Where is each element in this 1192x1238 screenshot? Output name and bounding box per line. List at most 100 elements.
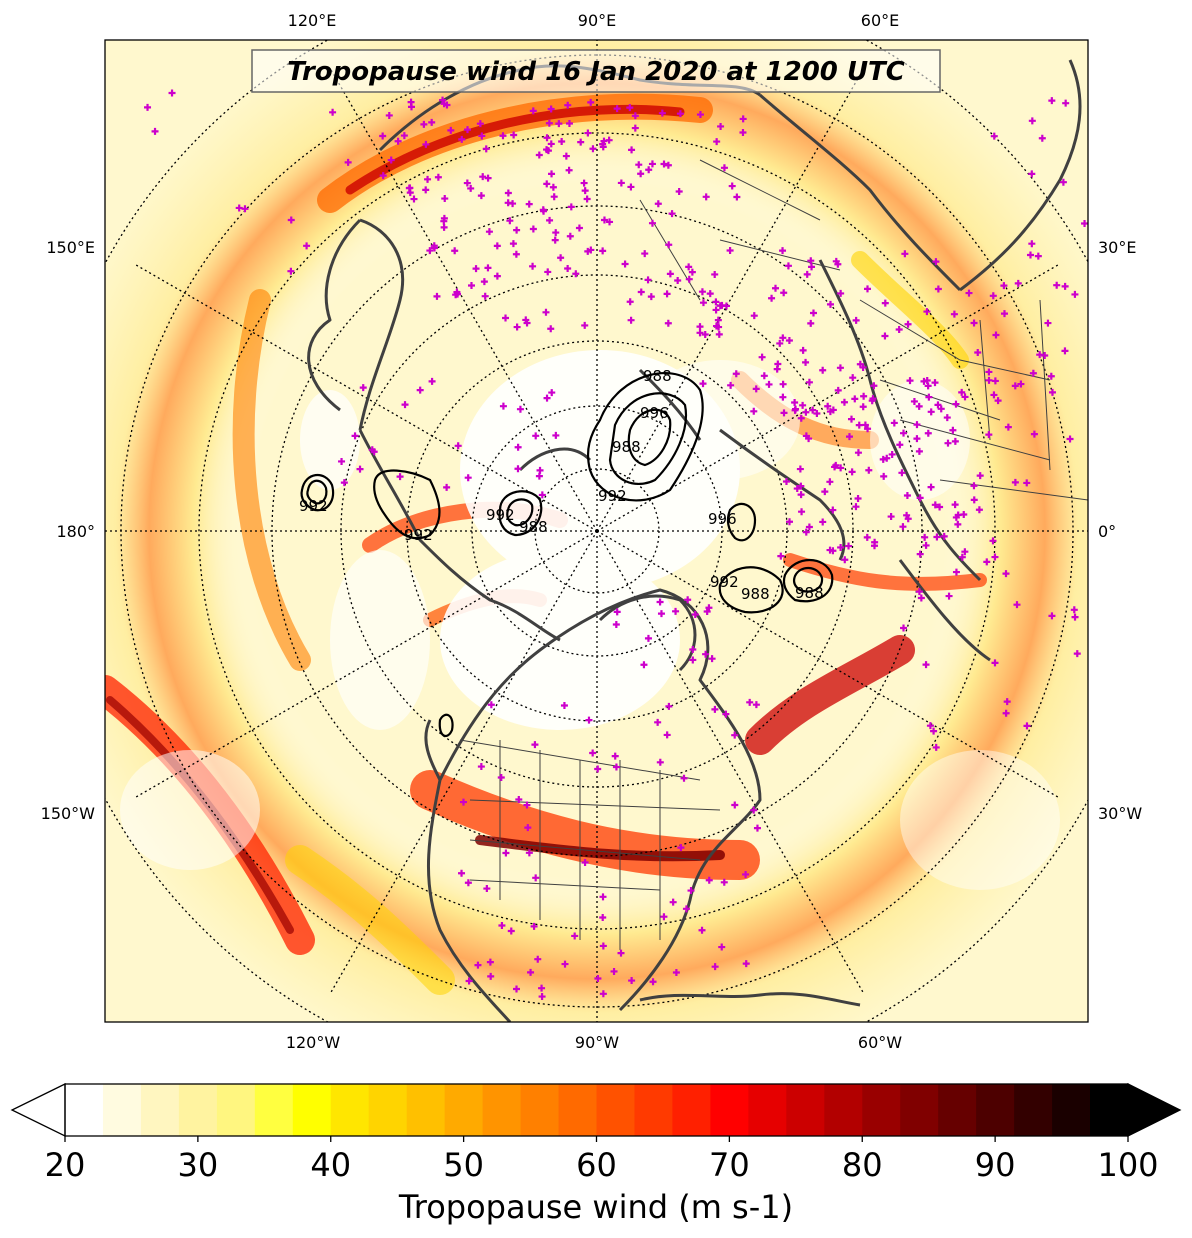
station-marker: [599, 247, 607, 255]
station-marker: [727, 381, 735, 389]
station-marker: [558, 137, 566, 145]
station-marker: [728, 182, 736, 190]
colorbar-cell: [938, 1084, 977, 1136]
station-marker: [742, 960, 750, 968]
station-marker: [780, 409, 788, 417]
station-marker: [540, 207, 548, 215]
station-marker: [530, 922, 538, 930]
station-marker: [855, 421, 863, 429]
station-marker: [854, 449, 862, 457]
station-marker: [547, 105, 555, 113]
lon-label: 120°E: [288, 11, 337, 30]
station-marker: [970, 319, 978, 327]
station-marker: [859, 363, 867, 371]
colorbar-tick-label: 20: [45, 1146, 86, 1184]
station-marker: [701, 330, 709, 338]
station-marker: [802, 358, 810, 366]
station-marker: [536, 466, 544, 474]
station-marker: [696, 323, 704, 331]
station-marker: [648, 219, 656, 227]
station-marker: [587, 246, 595, 254]
station-marker: [637, 288, 645, 296]
station-marker: [1028, 170, 1036, 178]
station-marker: [551, 236, 559, 244]
station-marker: [682, 905, 690, 913]
station-marker: [506, 217, 514, 225]
station-marker: [467, 281, 475, 289]
longitude-labels: 120°E 90°E 60°E 120°W 90°W 60°W 150°E 18…: [41, 11, 1143, 1052]
station-marker: [991, 377, 999, 385]
station-marker: [898, 469, 906, 477]
station-marker: [888, 450, 896, 458]
station-marker: [851, 395, 859, 403]
colorbar-cell: [140, 1084, 180, 1136]
station-marker: [680, 774, 688, 782]
station-marker: [739, 115, 747, 123]
station-marker: [802, 432, 810, 440]
station-marker: [396, 473, 404, 481]
station-marker: [547, 325, 555, 333]
station-marker: [613, 608, 621, 616]
station-marker: [599, 942, 607, 950]
lon-label: 60°E: [861, 11, 899, 30]
station-marker: [960, 510, 968, 518]
station-marker: [837, 289, 845, 297]
colorbar-cell: [634, 1084, 674, 1136]
station-marker: [287, 216, 295, 224]
station-marker: [901, 250, 909, 258]
colorbar-tick-label: 60: [576, 1146, 617, 1184]
station-marker: [992, 331, 1000, 339]
station-marker: [793, 485, 801, 493]
station-markers: [144, 89, 1088, 1001]
colorbar-cell: [330, 1084, 370, 1136]
station-marker: [970, 482, 978, 490]
station-marker: [458, 869, 466, 877]
station-marker: [925, 393, 933, 401]
station-marker: [677, 844, 685, 852]
station-marker: [594, 974, 602, 982]
station-marker: [394, 137, 402, 145]
station-marker: [1034, 252, 1042, 260]
station-marker: [606, 218, 614, 226]
station-marker: [865, 466, 873, 474]
colorbar-low-extend: [10, 1082, 66, 1138]
station-marker: [990, 391, 998, 399]
station-marker: [991, 553, 999, 561]
station-marker: [808, 263, 816, 271]
station-marker: [507, 927, 515, 935]
station-marker: [589, 145, 597, 153]
station-marker: [713, 138, 721, 146]
colorbar-cell: [216, 1084, 256, 1136]
colorbar-tick-label: 90: [975, 1146, 1016, 1184]
station-marker: [821, 488, 829, 496]
station-marker: [881, 332, 889, 340]
station-marker: [338, 457, 346, 465]
station-marker: [542, 308, 550, 316]
station-marker: [440, 223, 448, 231]
station-marker: [510, 131, 518, 139]
station-marker: [644, 276, 652, 284]
station-marker: [499, 402, 507, 410]
station-marker: [538, 491, 546, 499]
station-marker: [594, 765, 602, 773]
station-marker: [870, 542, 878, 550]
station-marker: [430, 242, 438, 250]
station-marker: [516, 405, 524, 413]
station-marker: [989, 537, 997, 545]
station-marker: [944, 439, 952, 447]
colorbar-title: Tropopause wind (m s-1): [398, 1188, 793, 1226]
station-marker: [645, 166, 653, 174]
station-marker: [512, 250, 520, 258]
station-marker: [1000, 282, 1008, 290]
station-marker: [1003, 698, 1011, 706]
station-marker: [803, 270, 811, 278]
station-marker: [287, 267, 295, 275]
station-marker: [545, 119, 553, 127]
station-marker: [478, 132, 486, 140]
station-marker: [1048, 612, 1056, 620]
station-marker: [705, 604, 713, 612]
station-marker: [975, 506, 983, 514]
station-marker: [852, 503, 860, 511]
station-marker: [698, 926, 706, 934]
station-marker: [834, 386, 842, 394]
